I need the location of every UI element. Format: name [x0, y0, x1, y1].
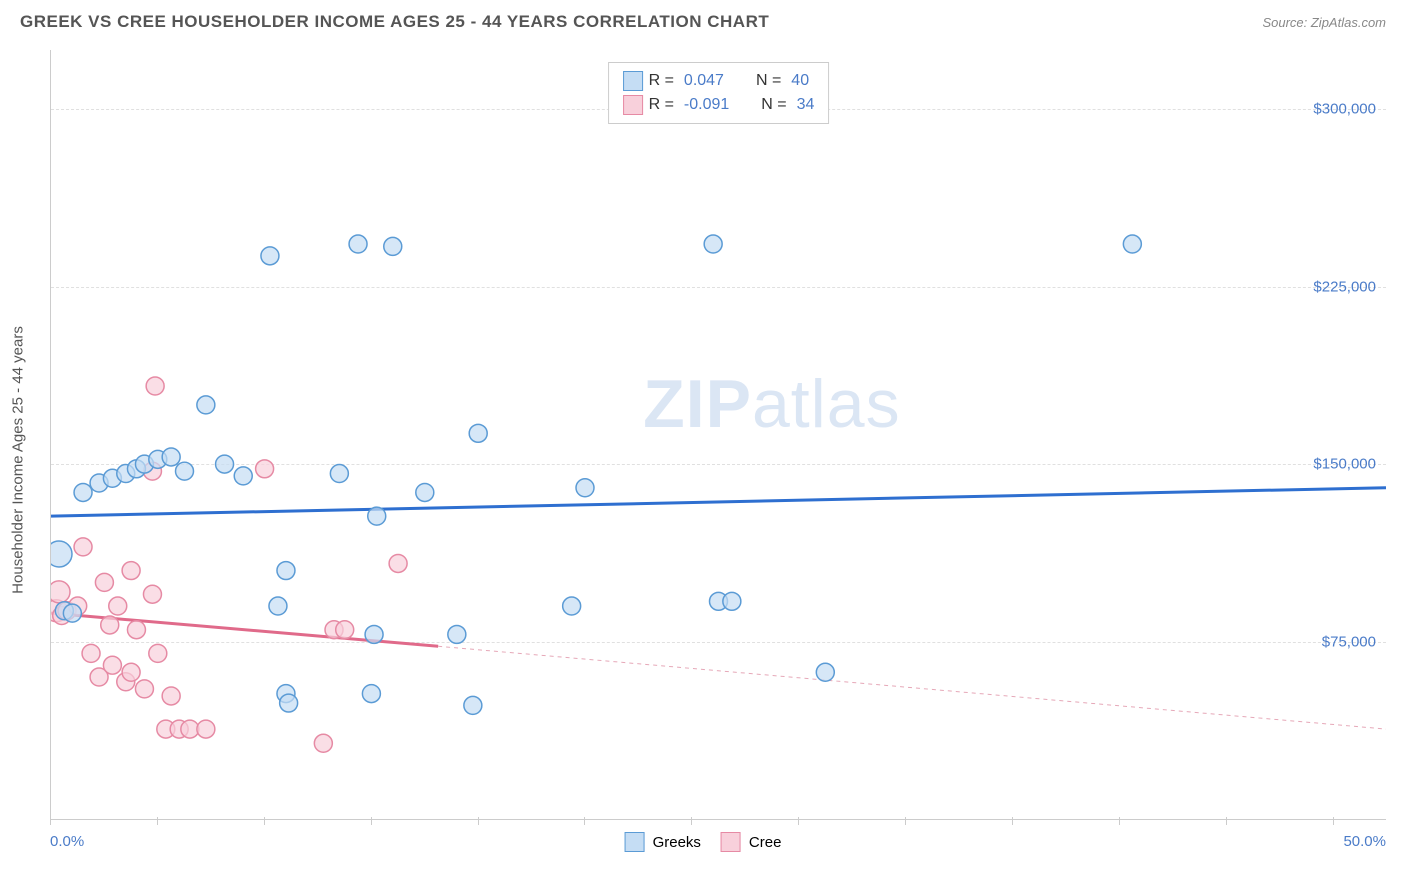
scatter-point-cree [389, 554, 407, 572]
scatter-point-greeks [330, 465, 348, 483]
scatter-point-cree [135, 680, 153, 698]
scatter-point-greeks [368, 507, 386, 525]
scatter-plot [51, 50, 1386, 819]
scatter-point-greeks [563, 597, 581, 615]
chart-container: Householder Income Ages 25 - 44 years ZI… [0, 40, 1406, 880]
scatter-point-cree [51, 581, 70, 603]
scatter-point-cree [103, 656, 121, 674]
source-attribution: Source: ZipAtlas.com [1262, 15, 1386, 30]
scatter-point-greeks [362, 685, 380, 703]
scatter-point-cree [74, 538, 92, 556]
trendline-cree-extrapolated [438, 646, 1386, 729]
scatter-point-greeks [464, 696, 482, 714]
scatter-point-greeks [448, 625, 466, 643]
series-legend: Greeks Cree [625, 832, 782, 852]
scatter-point-greeks [63, 604, 81, 622]
scatter-point-greeks [277, 562, 295, 580]
chart-title: GREEK VS CREE HOUSEHOLDER INCOME AGES 25… [20, 12, 769, 32]
scatter-point-greeks [51, 541, 72, 567]
scatter-point-greeks [74, 483, 92, 501]
scatter-point-cree [143, 585, 161, 603]
scatter-point-greeks [216, 455, 234, 473]
legend-swatch-pink-icon [721, 832, 741, 852]
scatter-point-cree [122, 562, 140, 580]
scatter-point-greeks [176, 462, 194, 480]
scatter-point-greeks [704, 235, 722, 253]
scatter-point-greeks [469, 424, 487, 442]
scatter-point-cree [146, 377, 164, 395]
legend-swatch-blue-icon [623, 71, 643, 91]
scatter-point-greeks [234, 467, 252, 485]
scatter-point-greeks [280, 694, 298, 712]
legend-row-greeks: R = 0.047 N = 40 [623, 69, 815, 93]
legend-swatch-blue-icon [625, 832, 645, 852]
scatter-point-greeks [384, 237, 402, 255]
plot-area: ZIPatlas R = 0.047 N = 40 R = -0.091 N =… [50, 50, 1386, 820]
scatter-point-greeks [365, 625, 383, 643]
scatter-point-greeks [1123, 235, 1141, 253]
scatter-point-greeks [349, 235, 367, 253]
scatter-point-cree [336, 621, 354, 639]
legend-item-greeks: Greeks [625, 832, 701, 852]
scatter-point-greeks [162, 448, 180, 466]
scatter-point-cree [314, 734, 332, 752]
scatter-point-greeks [816, 663, 834, 681]
scatter-point-greeks [197, 396, 215, 414]
trendline-greeks [51, 488, 1386, 516]
scatter-point-cree [109, 597, 127, 615]
scatter-point-greeks [723, 592, 741, 610]
scatter-point-greeks [576, 479, 594, 497]
scatter-point-cree [162, 687, 180, 705]
scatter-point-cree [256, 460, 274, 478]
scatter-point-cree [197, 720, 215, 738]
legend-swatch-pink-icon [623, 95, 643, 115]
scatter-point-cree [149, 644, 167, 662]
x-axis-min-label: 0.0% [50, 833, 84, 850]
scatter-point-cree [95, 573, 113, 591]
scatter-point-greeks [261, 247, 279, 265]
legend-item-cree: Cree [721, 832, 782, 852]
scatter-point-cree [122, 663, 140, 681]
legend-row-cree: R = -0.091 N = 34 [623, 93, 815, 117]
scatter-point-cree [82, 644, 100, 662]
correlation-legend: R = 0.047 N = 40 R = -0.091 N = 34 [608, 62, 830, 124]
y-axis-label: Householder Income Ages 25 - 44 years [10, 326, 27, 594]
scatter-point-greeks [269, 597, 287, 615]
scatter-point-cree [127, 621, 145, 639]
scatter-point-cree [101, 616, 119, 634]
x-axis-max-label: 50.0% [1343, 833, 1386, 850]
scatter-point-greeks [416, 483, 434, 501]
